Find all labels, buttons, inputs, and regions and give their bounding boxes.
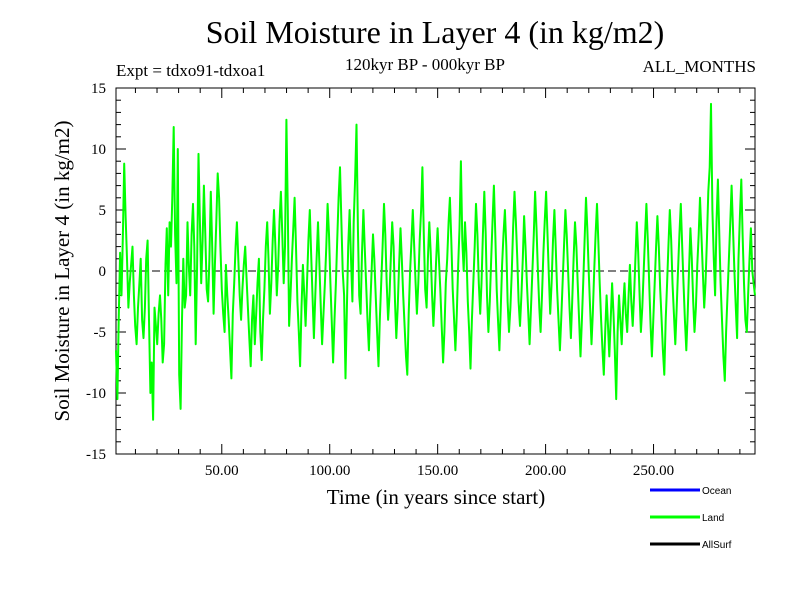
legend-label-allsurf: AllSurf (702, 540, 732, 551)
experiment-label: Expt = tdxo91-tdxoa1 (116, 61, 266, 80)
y-tick-label: 5 (99, 203, 107, 219)
series-line-land (115, 102, 756, 421)
y-tick-label: 10 (91, 142, 106, 158)
legend-label-ocean: Ocean (702, 486, 731, 497)
series-group (115, 102, 756, 421)
y-tick-label: 15 (91, 81, 106, 97)
chart-subtitle: 120kyr BP - 000kyr BP (345, 55, 505, 74)
x-tick-label: 250.00 (633, 463, 674, 479)
x-tick-label: 50.00 (205, 463, 239, 479)
x-tick-label: 100.00 (309, 463, 350, 479)
y-tick-label: -10 (86, 386, 106, 402)
legend: Ocean Land AllSurf (650, 486, 732, 551)
chart-title: Soil Moisture in Layer 4 (in kg/m2) (205, 14, 665, 50)
x-tick-label: 200.00 (525, 463, 566, 479)
y-tick-label: 0 (99, 264, 107, 280)
x-axis: 50.00 100.00 150.00 200.00 250.00 (134, 88, 741, 479)
period-label: ALL_MONTHS (642, 57, 756, 76)
y-axis-label: Soil Moisture in Layer 4 (in kg/m2) (50, 121, 74, 422)
x-tick-label: 150.00 (417, 463, 458, 479)
y-axis: -15 -10 -5 0 5 10 15 (86, 81, 755, 463)
y-tick-label: -5 (94, 325, 107, 341)
y-tick-label: -15 (86, 447, 106, 463)
legend-label-land: Land (702, 513, 724, 524)
x-axis-label: Time (in years since start) (327, 485, 546, 509)
